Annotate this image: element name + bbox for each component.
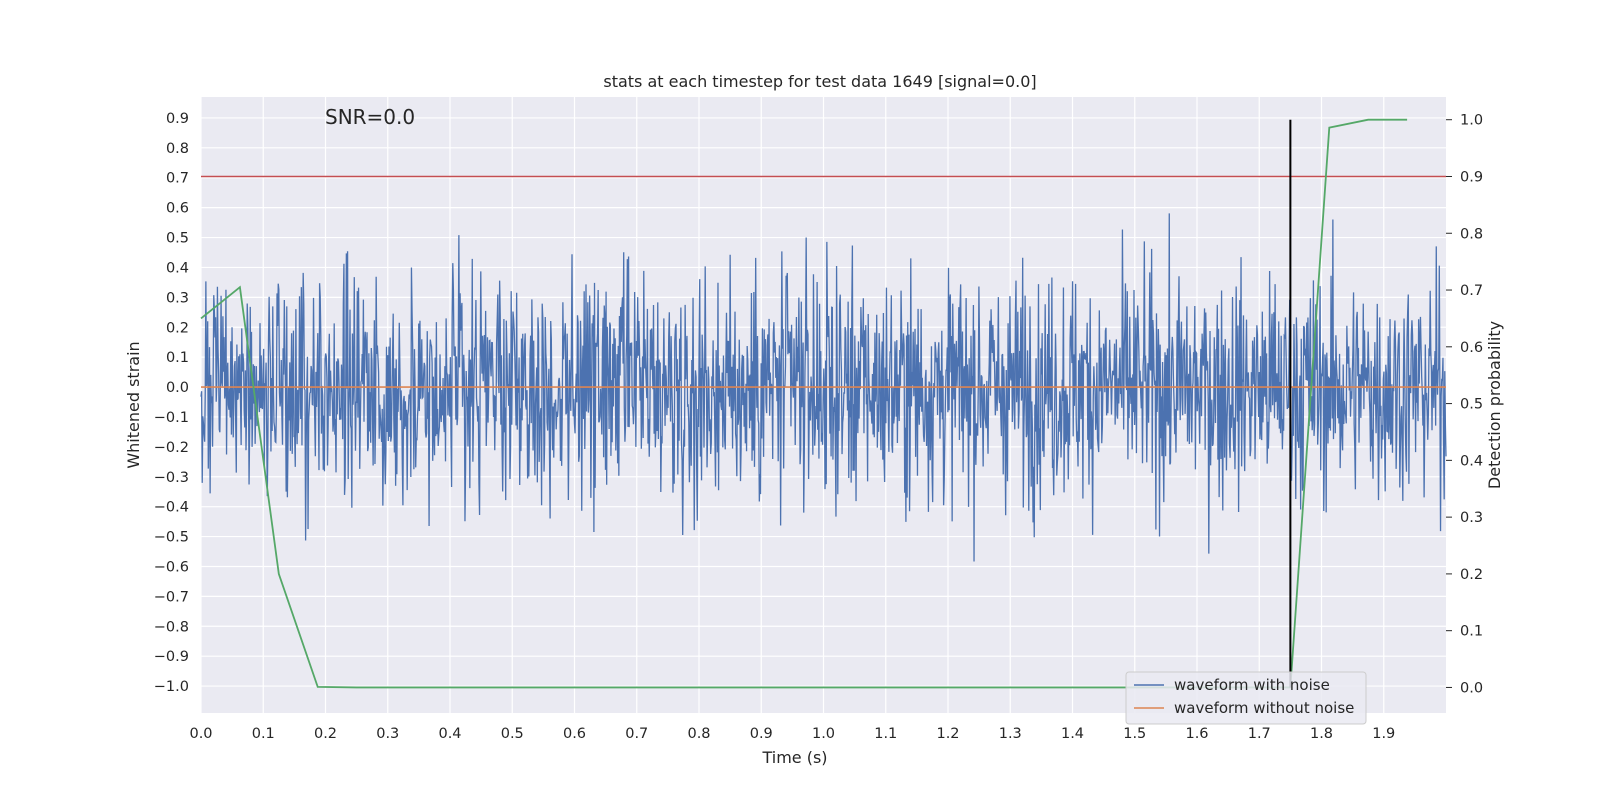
y2-tick-label: 0.3 [1460, 510, 1483, 526]
y2-tick-label: 0.7 [1460, 283, 1483, 299]
x-axis-ticks: 0.0 0.1 0.2 0.3 0.4 0.5 0.6 0.7 0.8 0.9 1.0 1.1 1.2 1… [189, 726, 1395, 742]
y-tick-label: −0.5 [154, 530, 189, 546]
y-tick-label: 0.3 [166, 290, 189, 306]
x-tick-label: 0.5 [501, 726, 524, 742]
y-axis-ticks: 0.9 0.8 0.7 0.6 0.5 0.4 0.3 0.2 0.1 0.0 −0.1 −0.2 −0… [154, 111, 189, 695]
x-tick-label: 0.0 [189, 726, 212, 742]
x-tick-label: 0.3 [376, 726, 399, 742]
y-axis-label: Whitened strain [124, 341, 143, 468]
x-tick-label: 0.4 [438, 726, 461, 742]
y2-tick-label: 0.8 [1460, 226, 1483, 242]
y-tick-label: −0.3 [154, 470, 189, 486]
y2-tick-label: 0.9 [1460, 169, 1483, 185]
snr-annotation: SNR=0.0 [325, 105, 415, 129]
y2-tick-label: 0.0 [1460, 680, 1483, 696]
y-tick-label: −0.2 [154, 440, 189, 456]
x-tick-label: 1.9 [1372, 726, 1395, 742]
x-tick-label: 1.2 [936, 726, 959, 742]
x-tick-label: 0.1 [252, 726, 275, 742]
y-tick-label: −0.8 [154, 619, 189, 635]
y-tick-label: −0.6 [154, 559, 189, 575]
y-tick-label: 0.5 [166, 231, 189, 247]
x-axis-label: Time (s) [761, 748, 827, 767]
y-tick-label: 0.7 [166, 171, 189, 187]
y-tick-label: 0.0 [166, 380, 189, 396]
y-tick-label: −0.1 [154, 410, 189, 426]
y-tick-label: 0.4 [166, 260, 189, 276]
x-tick-label: 1.4 [1061, 726, 1084, 742]
x-tick-label: 0.8 [687, 726, 710, 742]
x-tick-label: 0.9 [750, 726, 773, 742]
legend-label-noise: waveform with noise [1174, 676, 1330, 694]
legend-label-clean: waveform without noise [1174, 699, 1354, 717]
x-tick-label: 1.8 [1310, 726, 1333, 742]
y-tick-label: −0.4 [154, 500, 189, 516]
y-tick-label: 0.2 [166, 320, 189, 336]
legend-box [1125, 671, 1367, 725]
series-waveform-with-noise [200, 213, 1447, 562]
y2-axis-ticks: 1.0 0.9 0.8 0.7 0.6 0.5 0.4 0.3 0.2 0.1 0.0 [1446, 113, 1483, 696]
y2-tick-label: 0.6 [1460, 340, 1483, 356]
x-tick-label: 1.6 [1185, 726, 1208, 742]
chart-title: stats at each timestep for test data 164… [603, 72, 1036, 91]
y-tick-label: −1.0 [154, 679, 189, 695]
noise-waveform-line [200, 213, 1447, 562]
y-tick-label: 0.6 [166, 201, 189, 217]
y2-tick-label: 0.1 [1460, 624, 1483, 640]
x-tick-label: 0.2 [314, 726, 337, 742]
y2-axis-label: Detection probability [1485, 321, 1504, 489]
x-tick-label: 1.7 [1248, 726, 1271, 742]
y2-tick-label: 1.0 [1460, 113, 1483, 129]
y-tick-label: 0.9 [166, 111, 189, 127]
y2-tick-label: 0.5 [1460, 397, 1483, 413]
y-tick-label: 0.8 [166, 141, 189, 157]
x-tick-label: 0.7 [625, 726, 648, 742]
x-tick-label: 1.3 [999, 726, 1022, 742]
y2-tick-label: 0.2 [1460, 567, 1483, 583]
legend: waveform with noise waveform without noi… [1125, 671, 1367, 725]
y-tick-label: −0.9 [154, 649, 189, 665]
x-tick-label: 1.0 [812, 726, 835, 742]
y-tick-label: −0.7 [154, 589, 189, 605]
x-tick-label: 1.1 [874, 726, 897, 742]
y-tick-label: 0.1 [166, 350, 189, 366]
x-tick-label: 1.5 [1123, 726, 1146, 742]
x-tick-label: 0.6 [563, 726, 586, 742]
y2-tick-label: 0.4 [1460, 453, 1483, 469]
